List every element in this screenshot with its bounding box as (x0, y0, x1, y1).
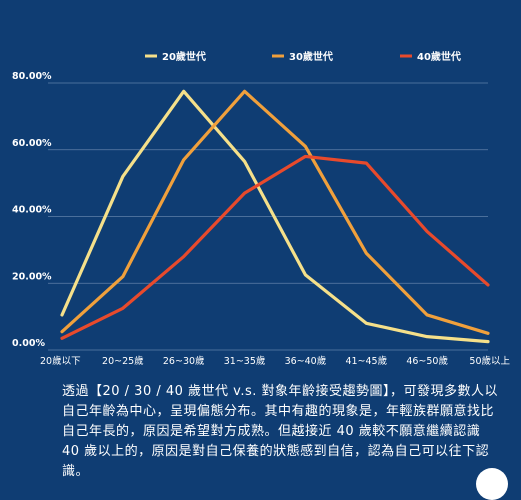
x-tick-label: 41~45歲 (345, 355, 387, 367)
chart-caption: 透過【20 / 30 / 40 歲世代 v.s. 對象年齡接受趨勢圖】，可發現多… (62, 384, 499, 479)
y-tick-label: 40.00% (12, 205, 52, 216)
x-tick-label: 46~50歲 (406, 355, 448, 367)
line-chart: 0.00% 20.00% 40.00% 60.00% 80.00% 20歲以下 20~25… (12, 50, 510, 367)
x-tick-label: 36~40歲 (285, 355, 327, 367)
grid-lines (48, 82, 488, 351)
legend: 20歲世代 30歲世代 40歲世代 (145, 50, 461, 63)
legend-label: 40歲世代 (417, 50, 461, 63)
x-tick-label: 20歲以下 (40, 355, 81, 367)
y-axis-ticks: 0.00% 20.00% 40.00% 60.00% 80.00% (12, 71, 52, 349)
y-tick-label: 80.00% (12, 71, 52, 82)
series-line-3 (60, 154, 490, 340)
y-tick-label: 20.00% (12, 271, 52, 282)
x-tick-label: 50歲以上 (469, 355, 510, 367)
series-line-1 (60, 89, 490, 344)
x-axis-ticks: 20歲以下 20~25歲 26~30歲 31~35歲 36~40歲 41~45歲 46~50… (40, 355, 510, 367)
series-line-2 (60, 89, 490, 335)
x-tick-label: 31~35歲 (224, 355, 266, 367)
y-tick-label: 60.00% (12, 138, 52, 149)
x-tick-label: 26~30歲 (163, 355, 205, 367)
legend-label: 20歲世代 (162, 50, 206, 63)
y-tick-label: 0.00% (12, 338, 45, 349)
series-lines (60, 89, 490, 344)
x-tick-label: 20~25歲 (102, 355, 144, 367)
legend-label: 30歲世代 (289, 50, 333, 63)
scroll-top-button[interactable] (476, 468, 508, 500)
